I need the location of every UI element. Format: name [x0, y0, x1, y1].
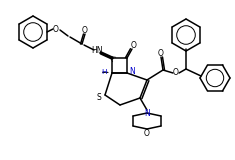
Text: H: H	[101, 69, 107, 75]
Text: O: O	[131, 40, 137, 49]
Text: O: O	[144, 128, 150, 137]
Text: O: O	[158, 48, 164, 57]
Text: S: S	[97, 92, 101, 101]
Text: O: O	[82, 25, 88, 35]
Text: O: O	[53, 24, 59, 33]
Text: N: N	[144, 108, 150, 117]
Text: N: N	[129, 67, 135, 76]
Text: HN: HN	[91, 45, 103, 55]
Polygon shape	[100, 52, 112, 58]
Text: O: O	[173, 68, 179, 76]
